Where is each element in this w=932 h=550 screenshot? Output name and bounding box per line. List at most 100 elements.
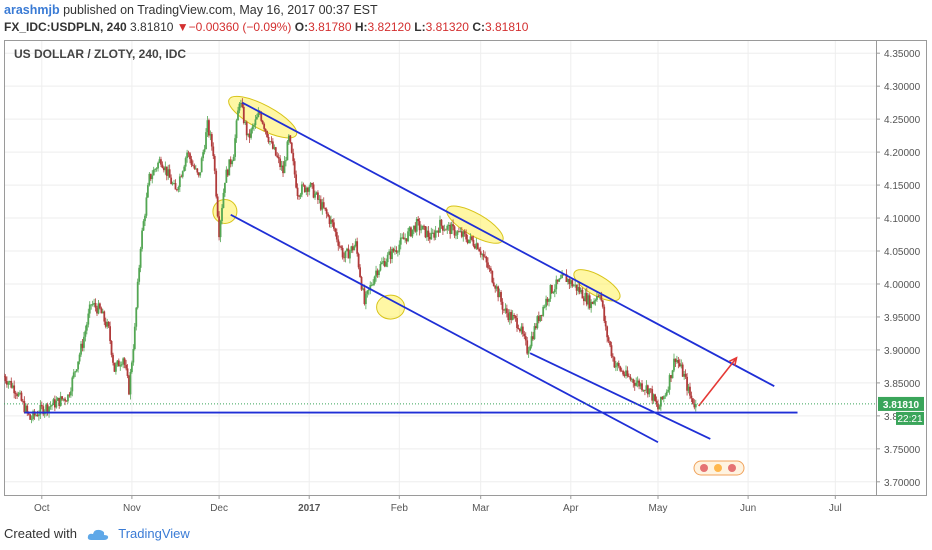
candle-body [11, 385, 14, 388]
candle-body [261, 120, 264, 124]
candle-body [638, 380, 641, 387]
candle-body [325, 209, 328, 214]
candle-body [129, 371, 132, 395]
candle-body [523, 333, 526, 337]
candle-body [510, 312, 513, 320]
candle-body [160, 159, 162, 165]
candle-body [600, 295, 603, 301]
candle-body [489, 268, 492, 271]
candle-body [238, 103, 241, 111]
candle-body [19, 392, 21, 394]
candle-body [337, 239, 340, 246]
candle-body [644, 390, 646, 392]
candle-body [529, 346, 532, 351]
candle-body [244, 122, 247, 123]
candle-body [132, 349, 135, 363]
candle-body [386, 254, 389, 263]
candle-body [457, 231, 460, 233]
candle-body [319, 199, 322, 210]
candle-body [62, 398, 65, 400]
candle-body [485, 256, 488, 263]
candle-body [13, 385, 16, 394]
candle-body [126, 368, 129, 376]
candle-body [333, 222, 335, 229]
candle-body [463, 231, 466, 234]
candle-body [517, 327, 520, 330]
candle-body [473, 245, 476, 249]
candle-body [210, 134, 213, 147]
author-link[interactable]: arashmjb [4, 3, 60, 17]
candle-body [215, 170, 218, 197]
candle-body [99, 303, 101, 309]
candle-body [218, 216, 220, 238]
close-value: 3.81810 [484, 20, 529, 34]
candle-body [267, 136, 270, 143]
candle-body [431, 232, 434, 234]
price-chart[interactable]: US DOLLAR / ZLOTY, 240, IDC 4.35000 4.300… [3, 40, 928, 520]
candle-body [658, 406, 661, 410]
tradingview-brand[interactable]: TradingView [118, 526, 190, 541]
candle-body [37, 414, 40, 417]
candle-body [162, 167, 165, 171]
candle-body [678, 363, 681, 367]
x-tick-label: Apr [563, 503, 579, 514]
candle-body [61, 396, 64, 400]
candle-body [254, 119, 257, 125]
candle-body [282, 165, 284, 174]
candle-body [263, 123, 266, 129]
candle-body [662, 396, 665, 399]
candle-body [677, 360, 680, 364]
candle-body [418, 221, 421, 231]
candle-body [681, 364, 684, 377]
candle-body [205, 132, 207, 150]
candle-body [459, 231, 462, 233]
chart-container[interactable]: US DOLLAR / ZLOTY, 240, IDC 4.35000 4.300… [3, 40, 928, 520]
candle-body [466, 239, 469, 243]
candle-body [617, 363, 620, 367]
candle-body [591, 301, 594, 304]
candle-body [155, 168, 158, 170]
time-axis: Oct Nov Dec 2017 Feb Mar Apr May Jun Jul [34, 495, 842, 514]
candle-body [178, 176, 181, 188]
last-price-label: 3.81810 [883, 400, 920, 411]
candle-body [136, 281, 139, 308]
candle-body [75, 369, 78, 372]
candle-body [144, 215, 146, 222]
candle-body [689, 386, 691, 396]
candle-body [151, 175, 154, 180]
candle-body [484, 256, 486, 258]
candle-body [348, 251, 351, 259]
candle-body [399, 237, 402, 245]
events-icon[interactable] [693, 460, 745, 476]
candle-body [271, 141, 274, 149]
candle-body [20, 392, 23, 401]
candle-body [116, 360, 119, 365]
y-tick-label: 4.25000 [884, 115, 921, 126]
x-tick-label: Dec [210, 503, 228, 514]
candle-body [16, 393, 18, 397]
candle-body [189, 153, 191, 160]
candle-body [87, 313, 90, 325]
candle-body [569, 280, 572, 285]
candle-body [170, 177, 173, 185]
candle-body [378, 270, 380, 275]
candle-body [241, 102, 244, 107]
candle-body [616, 363, 619, 366]
x-tick-label: Oct [34, 503, 50, 514]
candle-body [138, 267, 141, 282]
candle-body [7, 382, 10, 385]
y-tick-label: 4.20000 [884, 148, 921, 159]
candle-body [133, 326, 136, 350]
candle-body [641, 383, 643, 391]
candle-body [548, 298, 550, 302]
candle-body [623, 374, 626, 376]
candle-body [375, 270, 377, 277]
low-value: 3.81320 [425, 20, 469, 34]
candle-body [636, 380, 639, 383]
candle-body [298, 196, 300, 197]
candle-body [651, 389, 654, 401]
candle-body [328, 216, 331, 224]
candle-body [594, 299, 597, 301]
candle-body [412, 225, 415, 230]
candle-body [492, 282, 495, 287]
